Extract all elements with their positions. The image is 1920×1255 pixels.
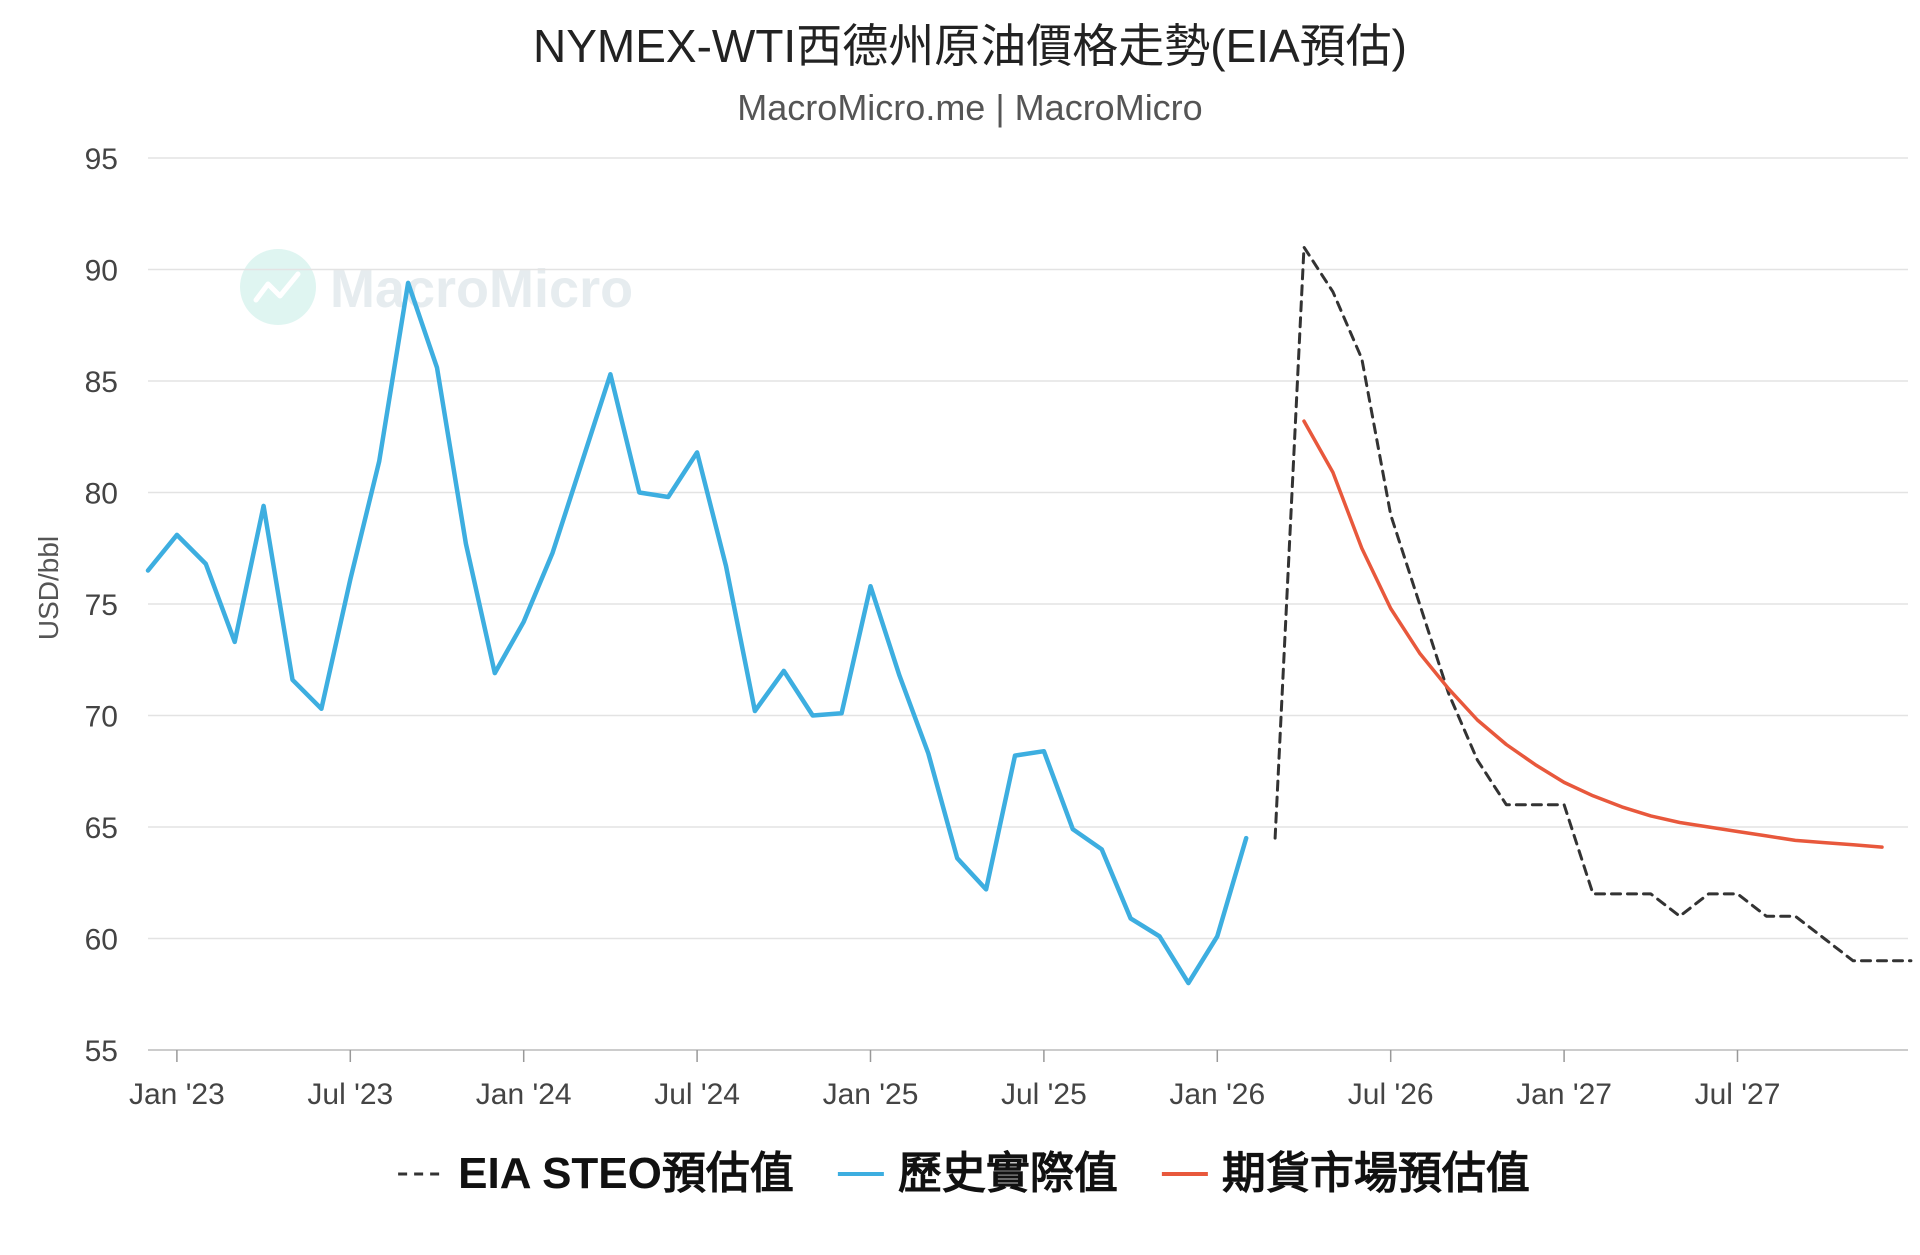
series-line-1 — [1273, 245, 1913, 963]
y-tick-label: 55 — [85, 1035, 118, 1068]
y-axis: 55 60 65 70 75 80 85 90 95 — [85, 143, 118, 1068]
watermark-logo-line-icon — [253, 271, 301, 303]
legend-item-1: EIA STEO預估值 — [398, 1149, 794, 1198]
y-tick-label: 60 — [85, 924, 118, 957]
legend-label: 期貨市場預估值 — [1222, 1149, 1530, 1198]
x-tick-label: Jan '27 — [1516, 1078, 1612, 1111]
x-tick-label: Jul '24 — [654, 1078, 740, 1111]
y-tick-label: 95 — [85, 143, 118, 176]
series-line-3 — [1302, 419, 1884, 849]
x-tick-label: Jan '24 — [476, 1078, 572, 1111]
x-tick-label: Jul '25 — [1001, 1078, 1087, 1111]
watermark-logo-icon — [240, 249, 316, 325]
legend-item-2: 歷史實際值 — [837, 1149, 1118, 1198]
y-tick-label: 75 — [85, 589, 118, 622]
legend-item-3: 期貨市場預估值 — [1161, 1149, 1530, 1198]
series-line-2 — [145, 280, 1249, 986]
series-layer — [145, 245, 1913, 986]
grid-lines — [148, 157, 1908, 1051]
x-tick-label: Jan '26 — [1169, 1078, 1265, 1111]
x-tick-label: Jul '26 — [1348, 1078, 1434, 1111]
x-axis: Jan '23 Jul '23 Jan '24 Jul '24 Jan '25 Jul '… — [129, 1050, 1780, 1111]
legend-label: 歷史實際值 — [898, 1149, 1118, 1198]
legend: EIA STEO預估值 歷史實際值 期貨市場預估值 — [398, 1149, 1530, 1198]
x-tick-label: Jul '23 — [307, 1078, 393, 1111]
y-tick-label: 70 — [85, 701, 118, 734]
y-tick-label: 65 — [85, 812, 118, 845]
y-axis-title: USD/bbl — [33, 536, 64, 640]
watermark: MacroMicro — [240, 249, 633, 325]
x-tick-label: Jul '27 — [1695, 1078, 1781, 1111]
watermark-text: MacroMicro — [330, 259, 633, 319]
x-tick-label: Jan '23 — [129, 1078, 225, 1111]
chart-title: NYMEX-WTI西德州原油價格走勢(EIA預估) — [533, 20, 1407, 72]
y-tick-label: 85 — [85, 366, 118, 399]
chart-subtitle: MacroMicro.me | MacroMicro — [737, 87, 1202, 128]
y-tick-label: 80 — [85, 478, 118, 511]
legend-label: EIA STEO預估值 — [458, 1149, 794, 1198]
x-tick-label: Jan '25 — [823, 1078, 919, 1111]
y-tick-label: 90 — [85, 255, 118, 288]
